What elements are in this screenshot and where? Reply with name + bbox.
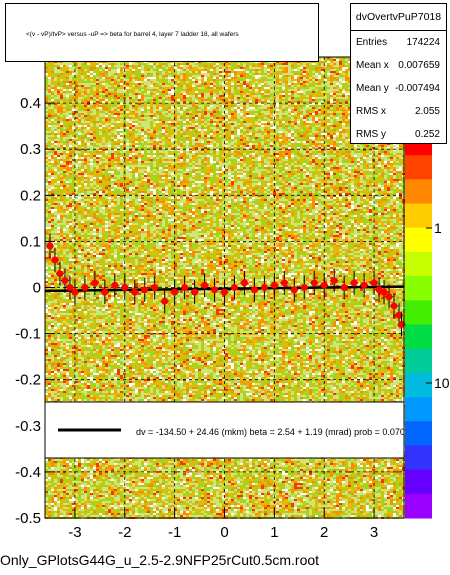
profile-points: [45, 234, 406, 337]
profile-point: [385, 284, 394, 309]
profile-point: [70, 280, 79, 305]
x-tick-label: 0: [220, 524, 228, 541]
profile-point: [200, 273, 209, 298]
profile-point: [230, 275, 239, 300]
profile-point: [380, 280, 389, 305]
stats-row-rms-x: RMS x 2.055: [351, 100, 446, 123]
profile-point: [110, 273, 119, 298]
y-tick-label: 0.3: [20, 141, 41, 158]
profile-point: [320, 273, 329, 298]
profile-point: [330, 268, 339, 293]
profile-point: [260, 275, 269, 300]
stats-row-mean-x: Mean x 0.007659: [351, 54, 446, 77]
profile-point: [100, 280, 109, 305]
stats-key: Entries: [356, 31, 387, 54]
profile-point: [340, 275, 349, 300]
profile-point: [90, 270, 99, 295]
profile-point: [45, 234, 54, 259]
x-tick-label: 1: [270, 524, 278, 541]
y-tick-label: -0.1: [15, 326, 41, 343]
profile-point: [65, 275, 74, 300]
stats-row-mean-y: Mean y -0.007494: [351, 77, 446, 100]
stats-row-entries: Entries 174224: [351, 31, 446, 54]
color-palette: [405, 131, 432, 519]
palette-tick-label: 1: [434, 220, 442, 236]
profile-point: [60, 268, 69, 293]
x-tick-label: 2: [320, 524, 328, 541]
file-name-label: Only_GPlotsG44G_u_2.5-2.9NFP25rCut0.5cm.…: [0, 552, 319, 568]
stats-key: RMS x: [356, 100, 386, 123]
x-tick-label: -3: [68, 524, 81, 541]
stats-key: Mean x: [356, 54, 389, 77]
stats-key: Mean y: [356, 77, 389, 100]
y-tick-label: 0.1: [20, 233, 41, 250]
plot-title: <(v - vP)/tvP> versus -uP => beta for ba…: [26, 31, 239, 38]
profile-point: [190, 280, 199, 305]
profile-point: [280, 270, 289, 295]
profile-point: [220, 280, 229, 305]
profile-point: [120, 275, 129, 300]
profile-point: [390, 293, 399, 318]
stats-value: 2.055: [415, 100, 440, 123]
stats-key: RMS y: [356, 123, 386, 146]
x-tick-label: -1: [168, 524, 181, 541]
profile-point: [350, 270, 359, 295]
profile-point: [130, 280, 139, 305]
profile-point: [370, 270, 379, 295]
stats-value: 0.252: [415, 123, 440, 146]
stats-value: 174224: [407, 31, 440, 54]
profile-point: [290, 277, 299, 302]
stats-row-rms-y: RMS y 0.252: [351, 123, 446, 146]
y-tick-label: -0.2: [15, 372, 41, 389]
fit-result-text: dv = -134.50 + 24.46 (mkm) beta = 2.54 +…: [136, 427, 405, 437]
profile-point: [310, 270, 319, 295]
title-box: <(v - vP)/tvP> versus -uP => beta for ba…: [5, 3, 319, 62]
profile-point: [50, 247, 59, 272]
profile-point: [270, 273, 279, 298]
stats-name: dvOvertvPuP7018: [351, 4, 446, 31]
fit-legend: [44, 401, 405, 459]
profile-point: [150, 275, 159, 300]
profile-point: [240, 270, 249, 295]
profile-point: [170, 280, 179, 305]
y-tick-label: 0: [33, 280, 41, 297]
y-tick-label: -0.4: [15, 464, 41, 481]
profile-point: [300, 275, 309, 300]
x-tick-label: -2: [118, 524, 131, 541]
axes: -3 -2 -1 0 1 2 3 -0.5 -0.4 -0.3 -0.2 -0.1 0 0.1 0.2 0.3…: [15, 95, 378, 541]
y-tick-label: 0.2: [20, 187, 41, 204]
profile-point: [140, 277, 149, 302]
y-tick-label: -0.5: [15, 510, 41, 527]
profile-point: [55, 261, 64, 286]
y-tick-label: 0.4: [20, 95, 41, 112]
y-tick-label: -0.3: [15, 418, 41, 435]
profile-point: [210, 277, 219, 302]
x-tick-label: 3: [370, 524, 378, 541]
palette-axis: 1 10: [426, 220, 450, 391]
profile-point: [160, 289, 169, 314]
profile-point: [180, 275, 189, 300]
stats-box: dvOvertvPuP7018 Entries 174224 Mean x 0.…: [350, 3, 447, 144]
profile-point: [360, 273, 369, 298]
stats-value: -0.007494: [395, 77, 440, 100]
profile-point: [80, 275, 89, 300]
stats-value: 0.007659: [398, 54, 440, 77]
palette-tick-label: 10: [434, 375, 450, 391]
profile-point: [250, 277, 259, 302]
